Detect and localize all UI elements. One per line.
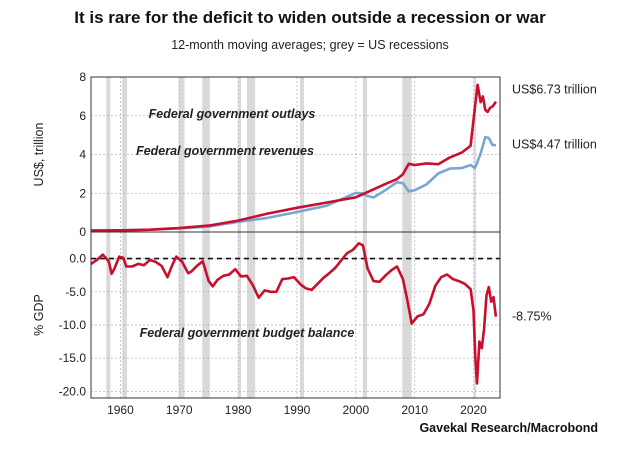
y-tick-label-0-2: 4: [79, 148, 86, 162]
y-axis-label-1: % GDP: [32, 294, 46, 336]
recession-band-1-3: [202, 232, 210, 398]
y-tick-label-0-4: 8: [79, 70, 86, 84]
x-tick-label-5: 2010: [401, 403, 428, 417]
y-axis-label-0: US$, trillion: [32, 123, 46, 187]
end-label-federal-government-revenues: US$4.47 trillion: [512, 137, 597, 151]
panel-frame-1: [90, 231, 501, 399]
recession-band-1-1: [122, 232, 127, 398]
recession-band-1-4: [238, 232, 242, 398]
y-tick-label-0-3: 6: [79, 109, 86, 123]
y-tick-label-1-1: -5.0: [65, 285, 86, 299]
annotation-revenues: Federal government revenues: [136, 144, 314, 158]
y-tick-label-1-4: -20.0: [59, 384, 87, 398]
recession-band-1-5: [246, 232, 256, 398]
annotation-balance: Federal government budget balance: [140, 326, 355, 340]
recession-band-1-9: [474, 232, 477, 398]
recession-band-1-8: [402, 232, 412, 398]
x-tick-label-6: 2020: [460, 403, 487, 417]
recession-band-1-0: [106, 232, 111, 398]
y-tick-label-0-0: 0: [79, 225, 86, 239]
end-label-federal-government-budget-balance: -8.75%: [512, 310, 552, 324]
series-line-federal-government-budget-balance: [90, 242, 498, 385]
x-tick-label-1: 1970: [166, 403, 193, 417]
y-tick-label-0-1: 2: [79, 186, 86, 200]
y-tick-label-1-3: -15.0: [59, 351, 87, 365]
x-tick-label-0: 1960: [107, 403, 134, 417]
x-tick-label-4: 2000: [342, 403, 369, 417]
annotation-outlays: Federal government outlays: [149, 107, 316, 121]
recession-band-0-2: [178, 77, 185, 232]
y-tick-label-1-0: 0.0: [69, 252, 86, 266]
x-tick-label-2: 1980: [225, 403, 252, 417]
chart-subtitle: 12-month moving averages; grey = US rece…: [171, 38, 449, 52]
end-label-federal-government-outlays: US$6.73 trillion: [512, 83, 597, 97]
chart-title: It is rare for the deficit to widen outs…: [74, 8, 546, 27]
series-line-federal-government-outlays: [90, 83, 497, 232]
y-tick-label-1-2: -10.0: [59, 318, 87, 332]
recession-band-1-2: [178, 232, 185, 398]
x-tick-label-3: 1990: [284, 403, 311, 417]
recession-band-0-3: [202, 77, 210, 232]
recession-band-0-6: [299, 77, 305, 232]
recession-band-1-7: [362, 232, 368, 398]
recession-band-1-6: [299, 232, 305, 398]
source-label: Gavekal Research/Macrobond: [419, 421, 598, 435]
